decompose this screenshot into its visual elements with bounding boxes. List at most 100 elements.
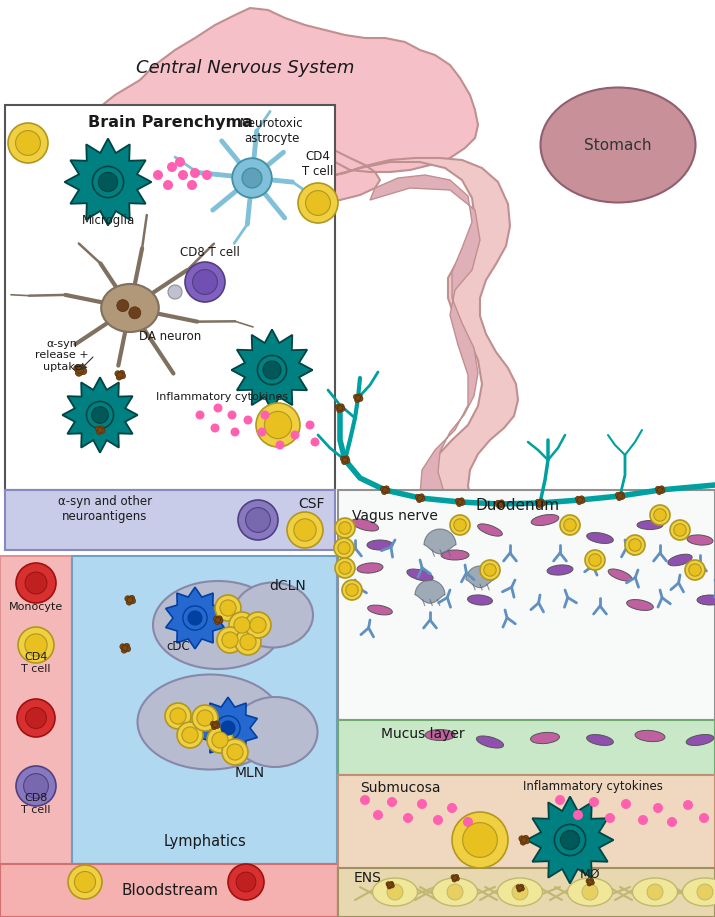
Circle shape xyxy=(500,503,505,507)
Circle shape xyxy=(382,490,387,494)
Bar xyxy=(338,868,715,917)
Circle shape xyxy=(585,550,605,570)
Circle shape xyxy=(214,620,220,624)
Circle shape xyxy=(26,708,46,728)
Circle shape xyxy=(99,385,105,392)
Ellipse shape xyxy=(635,730,665,742)
Text: Stomach: Stomach xyxy=(584,138,652,152)
Circle shape xyxy=(337,405,342,411)
Circle shape xyxy=(305,421,315,429)
Circle shape xyxy=(455,498,460,503)
Ellipse shape xyxy=(102,284,159,332)
Circle shape xyxy=(580,498,585,503)
Circle shape xyxy=(182,727,198,743)
Circle shape xyxy=(340,406,345,412)
Circle shape xyxy=(403,813,413,823)
Circle shape xyxy=(217,616,222,621)
Circle shape xyxy=(163,180,173,190)
Circle shape xyxy=(92,406,108,424)
Ellipse shape xyxy=(683,878,715,906)
Circle shape xyxy=(616,495,622,501)
Circle shape xyxy=(540,502,545,506)
Circle shape xyxy=(100,388,107,394)
Polygon shape xyxy=(64,138,152,226)
Ellipse shape xyxy=(357,563,383,573)
Circle shape xyxy=(497,503,502,509)
Circle shape xyxy=(230,427,240,436)
Circle shape xyxy=(17,699,55,737)
Circle shape xyxy=(654,509,666,521)
Ellipse shape xyxy=(425,730,455,741)
Circle shape xyxy=(560,515,580,535)
Bar xyxy=(5,105,335,490)
Ellipse shape xyxy=(541,87,696,203)
Text: α-syn
release +
uptake: α-syn release + uptake xyxy=(35,338,89,372)
Polygon shape xyxy=(232,329,312,411)
Circle shape xyxy=(447,803,457,813)
Circle shape xyxy=(216,716,240,740)
Circle shape xyxy=(294,519,316,541)
Circle shape xyxy=(460,501,465,505)
Circle shape xyxy=(125,596,131,602)
Circle shape xyxy=(417,497,422,503)
Circle shape xyxy=(383,488,388,492)
Circle shape xyxy=(25,572,47,594)
Bar xyxy=(338,775,715,910)
Circle shape xyxy=(197,710,213,726)
Circle shape xyxy=(153,170,163,180)
Bar xyxy=(0,864,338,917)
Circle shape xyxy=(384,486,389,491)
Ellipse shape xyxy=(587,735,613,746)
Circle shape xyxy=(578,497,583,503)
Polygon shape xyxy=(62,377,138,453)
Circle shape xyxy=(454,875,458,878)
Circle shape xyxy=(524,838,530,844)
Circle shape xyxy=(100,428,105,434)
Circle shape xyxy=(207,727,233,753)
Circle shape xyxy=(339,522,351,535)
Circle shape xyxy=(192,270,217,294)
Circle shape xyxy=(99,425,104,431)
Circle shape xyxy=(235,629,261,655)
Circle shape xyxy=(68,865,102,899)
Circle shape xyxy=(387,884,403,900)
Circle shape xyxy=(94,385,101,392)
Circle shape xyxy=(555,795,565,805)
Polygon shape xyxy=(335,158,518,866)
Ellipse shape xyxy=(368,605,393,615)
Ellipse shape xyxy=(478,524,503,536)
Circle shape xyxy=(463,817,473,827)
Circle shape xyxy=(452,878,457,882)
Text: Central Nervous System: Central Nervous System xyxy=(136,59,354,77)
Circle shape xyxy=(660,488,665,493)
Circle shape xyxy=(117,374,122,381)
Circle shape xyxy=(457,502,462,506)
Circle shape xyxy=(387,885,392,889)
Ellipse shape xyxy=(626,600,654,611)
Circle shape xyxy=(579,496,584,501)
Bar xyxy=(338,490,715,720)
Circle shape xyxy=(518,886,522,890)
Circle shape xyxy=(214,724,220,728)
Text: DA neuron: DA neuron xyxy=(139,330,201,343)
Circle shape xyxy=(185,262,225,302)
Circle shape xyxy=(358,396,363,402)
Circle shape xyxy=(689,564,701,576)
Circle shape xyxy=(387,797,397,807)
Circle shape xyxy=(674,524,686,536)
Polygon shape xyxy=(466,566,494,588)
Circle shape xyxy=(564,519,576,531)
Circle shape xyxy=(517,888,521,892)
Polygon shape xyxy=(370,175,480,858)
Circle shape xyxy=(265,412,292,438)
Text: Monocyte: Monocyte xyxy=(9,602,63,612)
Circle shape xyxy=(342,580,362,600)
Text: CD8 T cell: CD8 T cell xyxy=(180,246,240,259)
Circle shape xyxy=(215,595,241,621)
Bar xyxy=(338,910,715,917)
Circle shape xyxy=(8,123,48,163)
Circle shape xyxy=(605,813,615,823)
Circle shape xyxy=(165,703,191,729)
Circle shape xyxy=(619,492,624,497)
Circle shape xyxy=(590,880,594,885)
